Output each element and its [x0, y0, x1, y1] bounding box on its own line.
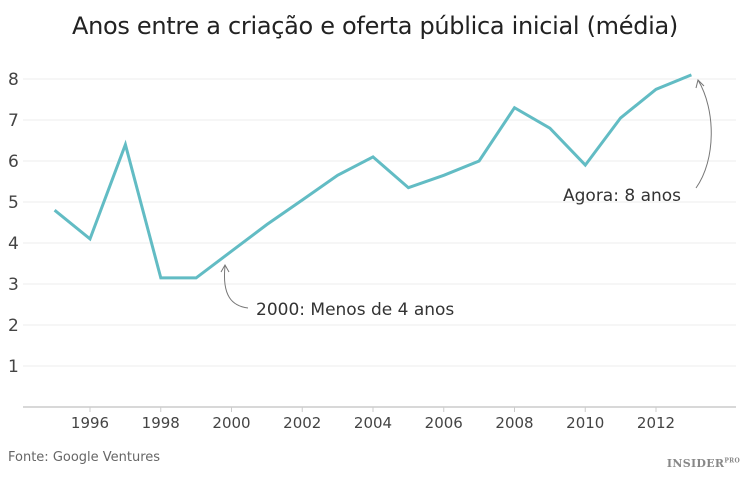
y-tick-label: 8 — [8, 70, 19, 90]
arrowhead-icon — [695, 79, 705, 89]
y-tick-label: 5 — [8, 193, 19, 213]
source-note: Fonte: Google Ventures — [8, 450, 161, 465]
x-tick-label: 1998 — [142, 414, 180, 432]
x-tick-label: 2004 — [354, 414, 392, 432]
x-tick-label: 2012 — [637, 414, 675, 432]
logo-text: INSIDER — [666, 457, 725, 470]
annotation-arrow-2000 — [223, 265, 249, 309]
chart-title: Anos entre a criação e oferta pública in… — [71, 12, 678, 40]
x-tick-label: 1996 — [71, 414, 109, 432]
x-tick-label: 2000 — [212, 414, 250, 432]
x-tick-label: 2002 — [283, 414, 321, 432]
annotation-now: Agora: 8 anos — [563, 186, 681, 206]
y-tick-label: 2 — [8, 316, 19, 336]
y-tick-label: 4 — [8, 234, 19, 254]
x-tick-label: 2008 — [495, 414, 533, 432]
arrowhead-icon — [220, 263, 230, 273]
annotation-2000: 2000: Menos de 4 anos — [256, 300, 454, 320]
series-line — [53, 73, 692, 280]
annotation-arrow-now — [695, 79, 712, 189]
insider-pro-logo: INSIDERPRO — [667, 457, 740, 470]
logo-sup: PRO — [724, 457, 740, 465]
y-tick-label: 6 — [8, 152, 19, 172]
y-tick-label: 7 — [8, 111, 19, 131]
y-tick-label: 3 — [8, 275, 19, 295]
y-tick-label: 1 — [8, 357, 19, 377]
x-tick-label: 2010 — [566, 414, 604, 432]
x-tick-label: 2006 — [425, 414, 463, 432]
